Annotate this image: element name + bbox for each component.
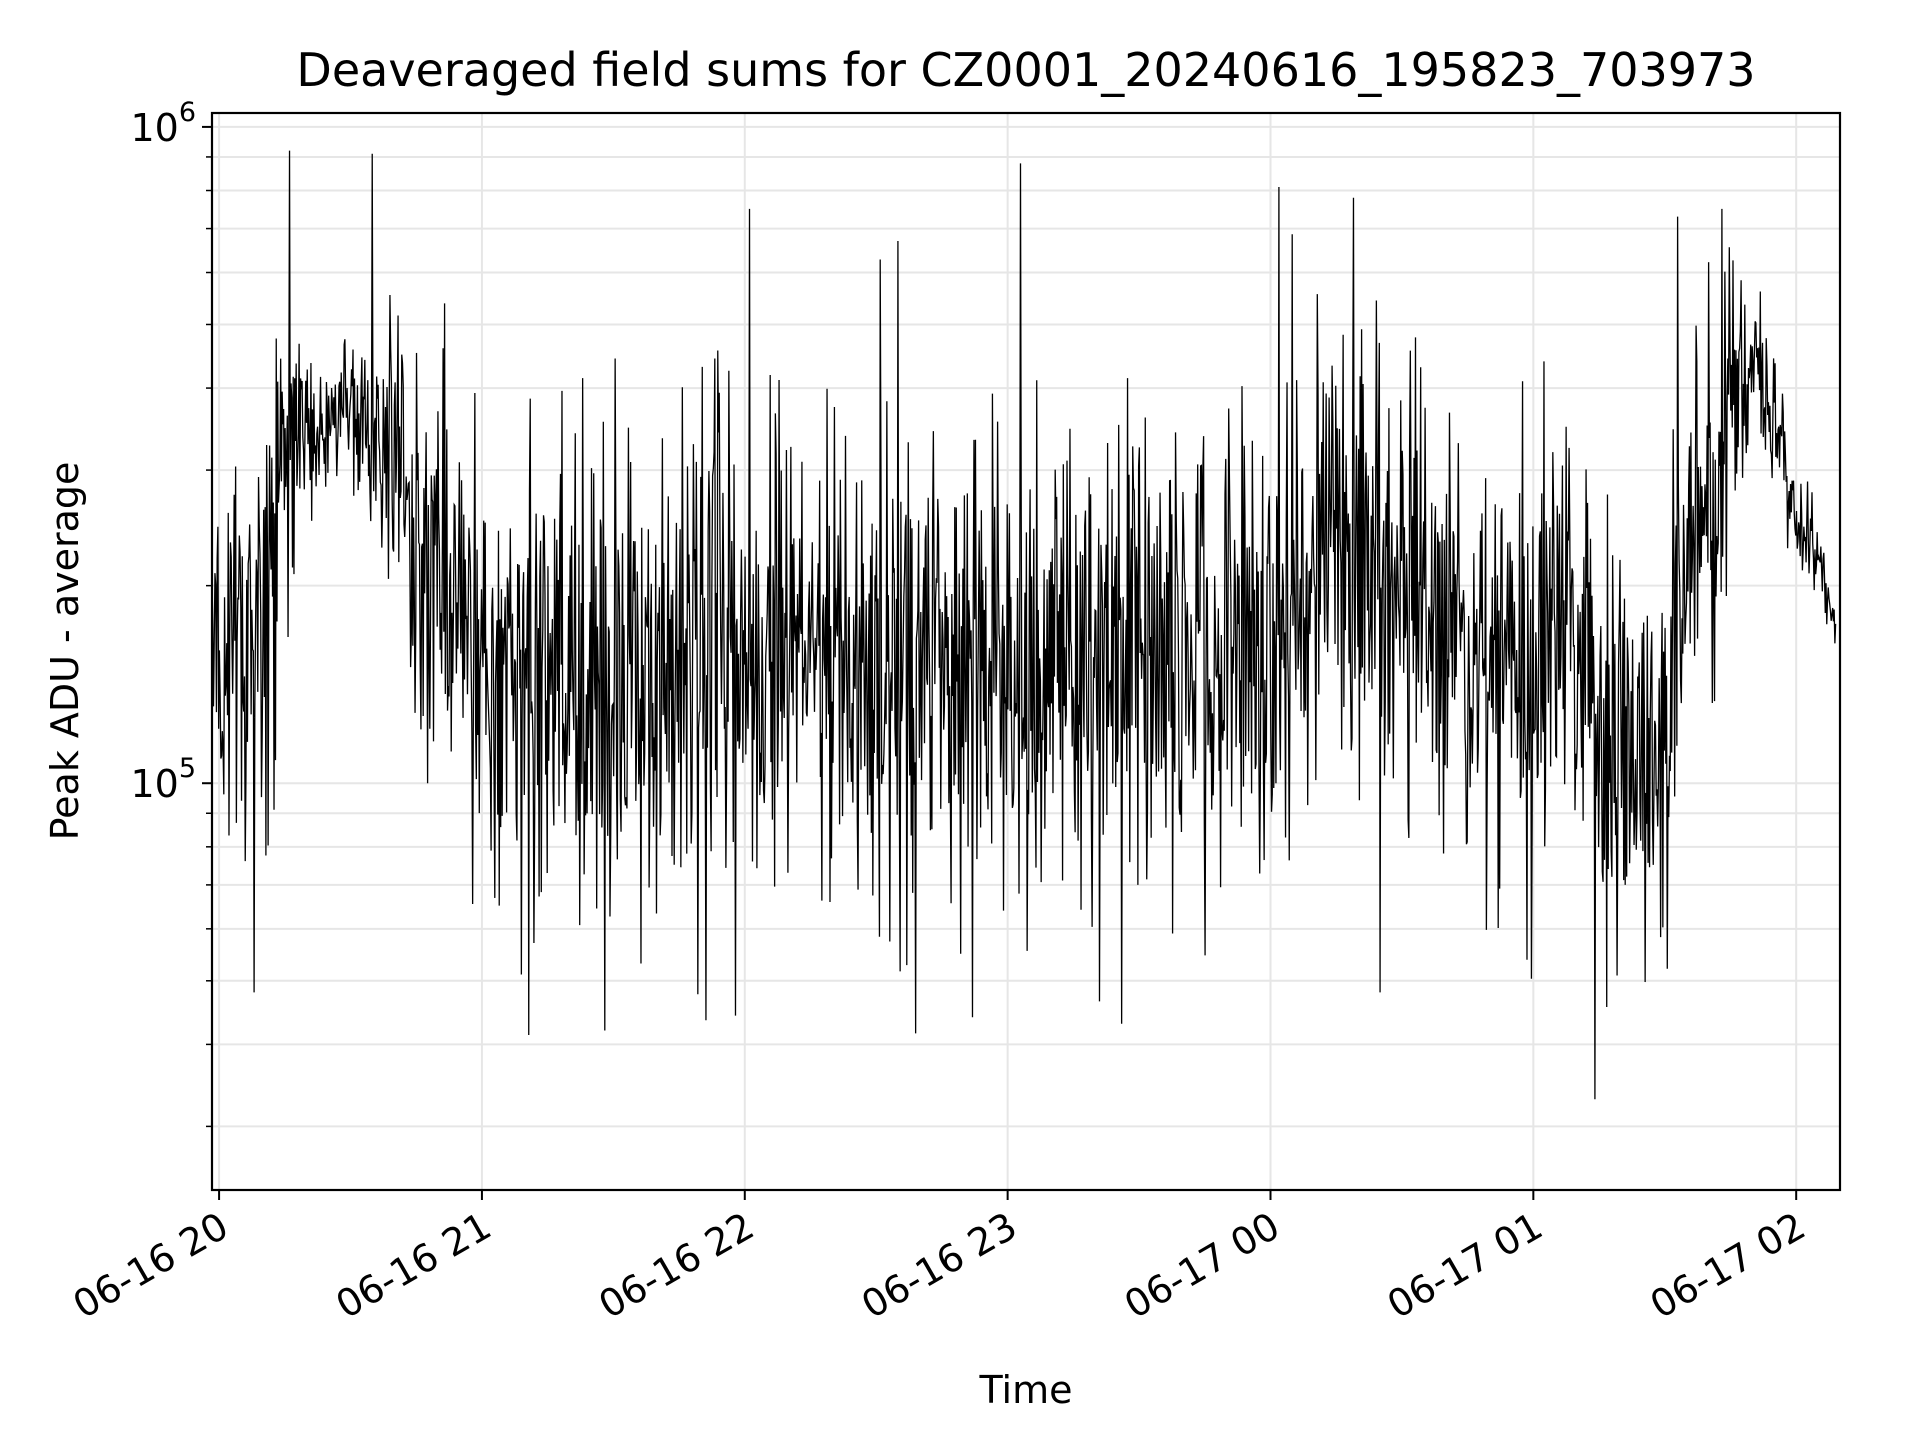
y-tick-base: 10 bbox=[130, 106, 178, 150]
y-tick-exponent: 6 bbox=[179, 97, 196, 128]
y-tick-label: 106 bbox=[130, 97, 196, 150]
series-layer bbox=[211, 150, 1837, 1100]
series-line bbox=[211, 150, 1837, 1100]
chart-title: Deaveraged field sums for CZ0001_2024061… bbox=[296, 43, 1755, 97]
x-axis-label: Time bbox=[979, 1368, 1073, 1412]
y-tick-label: 105 bbox=[130, 753, 196, 806]
y-tick-base: 10 bbox=[130, 762, 178, 806]
plot-frame bbox=[210, 111, 1842, 1192]
y-axis-label: Peak ADU - average bbox=[43, 462, 87, 841]
y-tick-exponent: 5 bbox=[179, 753, 196, 784]
